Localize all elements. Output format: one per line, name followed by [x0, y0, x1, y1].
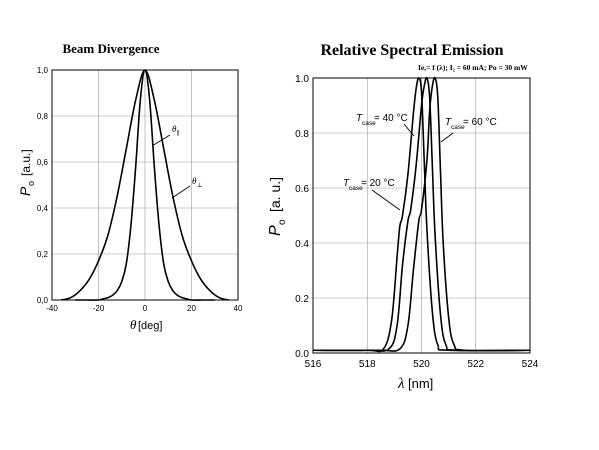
x-axis-unit: [deg]: [138, 320, 162, 332]
x-axis-symbol: θ: [130, 317, 137, 332]
series-label-40c: T case = 40 °C: [356, 113, 415, 137]
y-axis-subscript: o: [26, 181, 36, 186]
x-tick-label: -40: [46, 304, 58, 313]
x-tick-label: 518: [359, 359, 376, 370]
svg-text:= 60 °C: = 60 °C: [463, 117, 497, 128]
chart-title: Beam Divergence: [62, 41, 159, 56]
y-tick-label: 0.0: [295, 349, 309, 360]
chart-subtitle: Ie,= f (λ); I₂ = 60 mA; Po = 30 mW: [418, 63, 528, 72]
data-series: [312, 76, 531, 353]
y-axis-unit: [a.u.]: [19, 149, 33, 176]
y-axis-label: P o [a. u.]: [267, 177, 288, 236]
x-axis-symbol: λ: [397, 376, 405, 392]
y-tick-label: 0.6: [295, 184, 309, 195]
svg-text:∥: ∥: [177, 130, 180, 137]
data-series: [61, 69, 229, 301]
svg-text:θ: θ: [172, 124, 177, 134]
svg-text:T: T: [356, 113, 363, 124]
x-tick-label: 522: [467, 359, 484, 370]
x-tick-label: 524: [522, 359, 539, 370]
series-line-0: [312, 77, 531, 353]
x-tick-label: 20: [187, 304, 196, 313]
x-axis-unit: [nm]: [408, 376, 433, 391]
series-label-theta-parallel: θ ∥: [151, 124, 180, 147]
svg-text:case: case: [451, 124, 465, 131]
x-tick-label: 40: [234, 304, 243, 313]
svg-text:case: case: [349, 185, 363, 192]
series-label-20c: T case = 20 °C: [343, 178, 401, 211]
y-tick-labels: 0.0 0.2 0.4 0.6 0.8 1.0: [295, 74, 309, 360]
svg-text:= 20 °C: = 20 °C: [361, 178, 395, 189]
y-axis-subscript: o: [277, 219, 288, 225]
x-tick-label: -20: [93, 304, 105, 313]
svg-text:T: T: [343, 178, 350, 189]
y-axis-unit: [a. u.]: [267, 177, 283, 212]
series-line-2: [312, 76, 531, 352]
series-label-60c: T case = 60 °C: [440, 117, 497, 143]
series-line-1: [312, 76, 531, 352]
y-axis-label: P o [a.u.]: [17, 149, 36, 196]
y-tick-label: 0.8: [295, 129, 309, 140]
svg-text:⊥: ⊥: [197, 182, 203, 189]
y-tick-label: 0.2: [295, 294, 309, 305]
x-tick-labels: 516 518 520 522 524: [305, 359, 539, 370]
beam-divergence-chart: Beam Divergence -40 -20 0 20 40 0,0 0,2 0,4 0,6…: [17, 41, 243, 332]
x-tick-label: 520: [413, 359, 430, 370]
y-tick-label: 0,2: [37, 250, 49, 259]
y-tick-label: 0.4: [295, 239, 309, 250]
x-tick-label: 516: [305, 359, 322, 370]
y-axis-symbol: P: [267, 225, 284, 236]
y-axis-symbol: P: [17, 186, 33, 196]
svg-text:= 40 °C: = 40 °C: [374, 113, 408, 124]
x-tick-labels: -40 -20 0 20 40: [46, 304, 243, 313]
gridlines: [52, 70, 238, 300]
plot-frame: [312, 77, 531, 354]
series-label-theta-perp: θ ⊥: [171, 176, 203, 199]
svg-text:case: case: [362, 120, 376, 127]
y-tick-labels: 0,0 0,2 0,4 0,6 0,8 1,0: [37, 66, 49, 305]
svg-text:T: T: [445, 117, 452, 128]
x-tick-label: 0: [143, 304, 148, 313]
y-tick-label: 0,4: [37, 204, 49, 213]
series-line-1: [61, 69, 229, 301]
y-tick-label: 0,6: [37, 158, 49, 167]
gridlines: [313, 78, 530, 353]
spectral-emission-chart: Relative Spectral Emission Ie,= f (λ); I…: [267, 42, 539, 392]
chart-title: Relative Spectral Emission: [320, 42, 503, 59]
y-tick-label: 1.0: [295, 74, 309, 85]
y-tick-label: 1,0: [37, 66, 49, 75]
y-tick-label: 0,8: [37, 112, 49, 121]
y-tick-label: 0,0: [37, 296, 49, 305]
svg-text:θ: θ: [192, 176, 197, 186]
